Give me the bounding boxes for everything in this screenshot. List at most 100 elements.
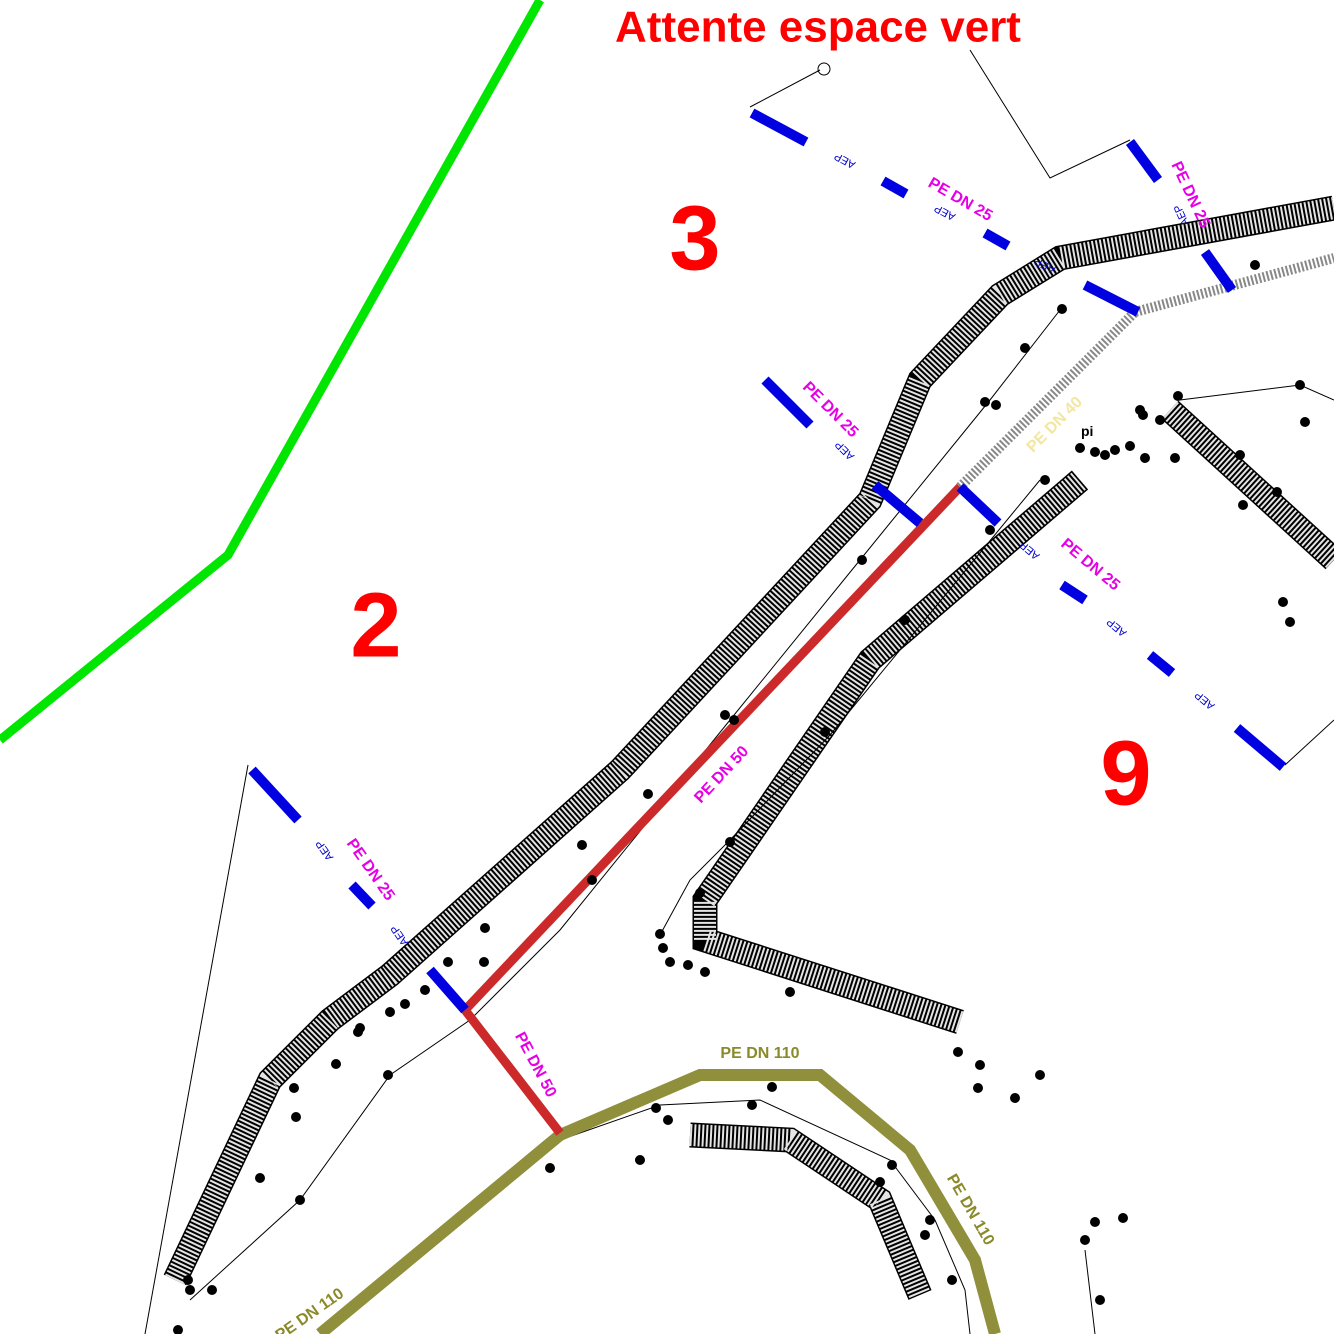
survey-point: [1170, 453, 1180, 463]
parcel-line: [1285, 720, 1334, 765]
survey-point: [1238, 500, 1248, 510]
road-outline: [175, 208, 1334, 1280]
curb-line: [190, 310, 1060, 1300]
survey-point: [665, 957, 675, 967]
parcel-line: [750, 70, 820, 107]
survey-point: [443, 957, 453, 967]
network-label: AEP: [833, 438, 857, 462]
curb-line: [1085, 1250, 1095, 1334]
survey-point: [1020, 343, 1030, 353]
pipe-label: PE DN 25: [925, 175, 995, 225]
point-label: pi: [1081, 423, 1093, 439]
survey-point: [1278, 597, 1288, 607]
survey-point: [663, 1115, 673, 1125]
survey-point: [183, 1275, 193, 1285]
survey-point: [1125, 441, 1135, 451]
boundary: [0, 0, 540, 740]
survey-point: [1155, 415, 1165, 425]
dash: [1205, 252, 1232, 290]
survey-point: [1110, 445, 1120, 455]
survey-point: [289, 1083, 299, 1093]
survey-point: [920, 1230, 930, 1240]
dash: [430, 970, 465, 1010]
dash: [960, 487, 998, 523]
survey-point: [875, 1177, 885, 1187]
network-label: AEP: [1193, 688, 1218, 711]
survey-point: [658, 943, 668, 953]
dash: [985, 233, 1008, 246]
survey-point: [480, 923, 490, 933]
survey-point: [643, 789, 653, 799]
survey-point: [695, 888, 705, 898]
survey-point: [479, 957, 489, 967]
survey-point: [635, 1155, 645, 1165]
curb-line: [1180, 385, 1334, 400]
survey-point: [900, 615, 910, 625]
survey-point: [1035, 1070, 1045, 1080]
survey-point: [420, 985, 430, 995]
survey-point: [973, 1083, 983, 1093]
survey-point: [185, 1285, 195, 1295]
survey-point: [400, 999, 410, 1009]
survey-point: [925, 1215, 935, 1225]
survey-point: [683, 960, 693, 970]
pipe-label: PE DN 50: [511, 1029, 559, 1100]
survey-point: [991, 400, 1001, 410]
survey-point: [255, 1173, 265, 1183]
survey-point: [1173, 391, 1183, 401]
dash: [1130, 142, 1158, 180]
survey-point: [1080, 1235, 1090, 1245]
survey-point: [655, 929, 665, 939]
pipe-label: PE DN 110: [720, 1045, 799, 1062]
survey-point: [1138, 410, 1148, 420]
survey-point: [1250, 260, 1260, 270]
survey-point: [975, 1060, 985, 1070]
dash: [1237, 728, 1283, 767]
survey-point: [291, 1112, 301, 1122]
survey-point: [729, 715, 739, 725]
dash: [1085, 285, 1138, 312]
survey-point: [173, 1325, 183, 1334]
survey-point: [980, 397, 990, 407]
survey-point: [720, 710, 730, 720]
survey-point: [1090, 447, 1100, 457]
survey-point: [1010, 1093, 1020, 1103]
zone-number: 9: [1100, 722, 1151, 824]
survey-point: [700, 967, 710, 977]
pipe-label: PE DN 25: [799, 379, 861, 441]
survey-point: [857, 555, 867, 565]
dash: [252, 770, 298, 820]
dash: [1150, 655, 1172, 673]
network-label: AEP: [1105, 615, 1130, 638]
survey-point: [820, 727, 830, 737]
survey-point: [1057, 304, 1067, 314]
survey-point: [1118, 1213, 1128, 1223]
survey-point: [747, 1100, 757, 1110]
survey-point: [385, 1007, 395, 1017]
survey-point: [577, 840, 587, 850]
survey-point: [295, 1195, 305, 1205]
pipe-label: PE DN 50: [691, 743, 752, 807]
survey-point: [207, 1285, 217, 1295]
survey-point: [1235, 450, 1245, 460]
survey-point: [1100, 450, 1110, 460]
survey-point: [383, 1070, 393, 1080]
pipe-label: PE DN 25: [343, 836, 398, 904]
dash: [752, 113, 806, 142]
survey-point: [1285, 617, 1295, 627]
survey-point: [331, 1059, 341, 1069]
dash: [883, 181, 906, 194]
survey-point: [1095, 1295, 1105, 1305]
network-label: AEP: [832, 150, 857, 171]
dash: [352, 885, 372, 906]
survey-point: [1090, 1217, 1100, 1227]
survey-point: [785, 987, 795, 997]
marker: [818, 63, 830, 75]
plan: Attente espace vert 3 2 9 PE DN 25 PE DN…: [0, 0, 1334, 1334]
survey-point: [953, 1047, 963, 1057]
survey-point: [353, 1027, 363, 1037]
dash: [1062, 585, 1085, 600]
parcel-line: [970, 50, 1130, 178]
pipe-dn50: [465, 487, 960, 1133]
survey-point: [985, 525, 995, 535]
